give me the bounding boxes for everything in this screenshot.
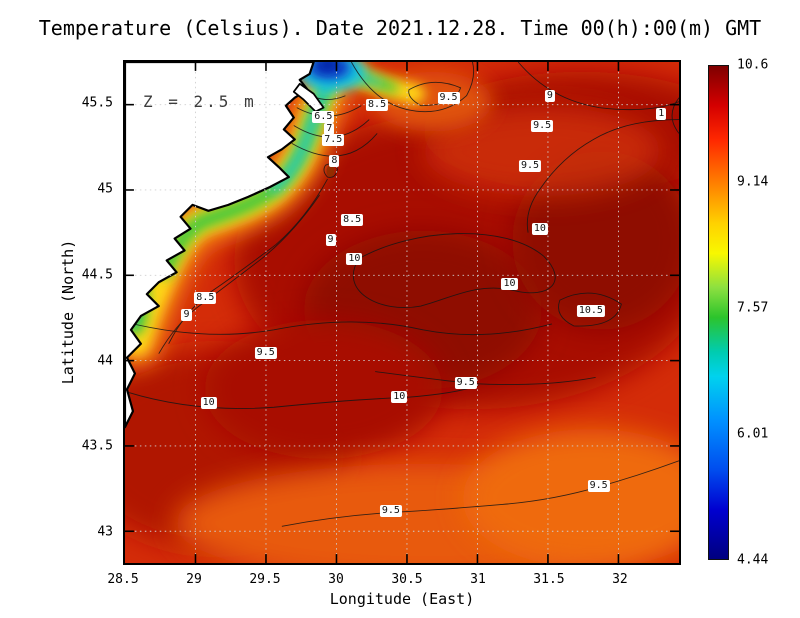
x-tick-label: 31 (470, 572, 486, 587)
estuary-cold-patch (297, 62, 366, 92)
chart-title: Temperature (Celsius). Date 2021.12.28. … (38, 16, 762, 40)
temperature-map (125, 62, 679, 563)
plot-area: Z = 2.5 m 6.5 7 7.5 8 8.5 9.5 9 9.5 1 9.5 8.5 9 10 10… (123, 60, 681, 565)
y-tick-label: 45.5 (81, 95, 113, 111)
y-tick-label: 43 (97, 524, 113, 540)
y-tick-label: 43.5 (81, 438, 113, 454)
axis-tick-marks (125, 62, 679, 563)
x-tick-label: 30.5 (391, 572, 423, 587)
y-tick-label: 44.5 (81, 267, 113, 283)
x-tick-label: 29 (186, 572, 202, 587)
x-tick-label: 28.5 (107, 572, 139, 587)
y-tick-label: 44 (97, 353, 113, 369)
x-tick-label: 29.5 (249, 572, 281, 587)
depth-annotation: Z = 2.5 m (143, 92, 257, 111)
warm-field-blobs (125, 71, 679, 563)
colorbar-gradient (708, 65, 729, 560)
land-mass (125, 62, 315, 429)
x-axis-label: Longitude (East) (329, 590, 475, 608)
colorbar-tick-label: 7.57 (737, 300, 769, 316)
y-axis-label: Latitude (North) (59, 239, 77, 385)
grid-lines (125, 62, 679, 563)
y-tick-label: 45 (97, 181, 113, 197)
warm-eddy (326, 165, 335, 178)
colorbar-tick-label: 10.6 (737, 57, 769, 73)
colorbar-tick-label: 6.01 (737, 426, 769, 442)
x-tick-label: 30 (328, 572, 344, 587)
colorbar-tick-label: 4.44 (737, 552, 769, 568)
x-tick-label: 31.5 (533, 572, 565, 587)
x-tick-label: 32 (612, 572, 628, 587)
colorbar-tick-label: 9.14 (737, 174, 769, 190)
